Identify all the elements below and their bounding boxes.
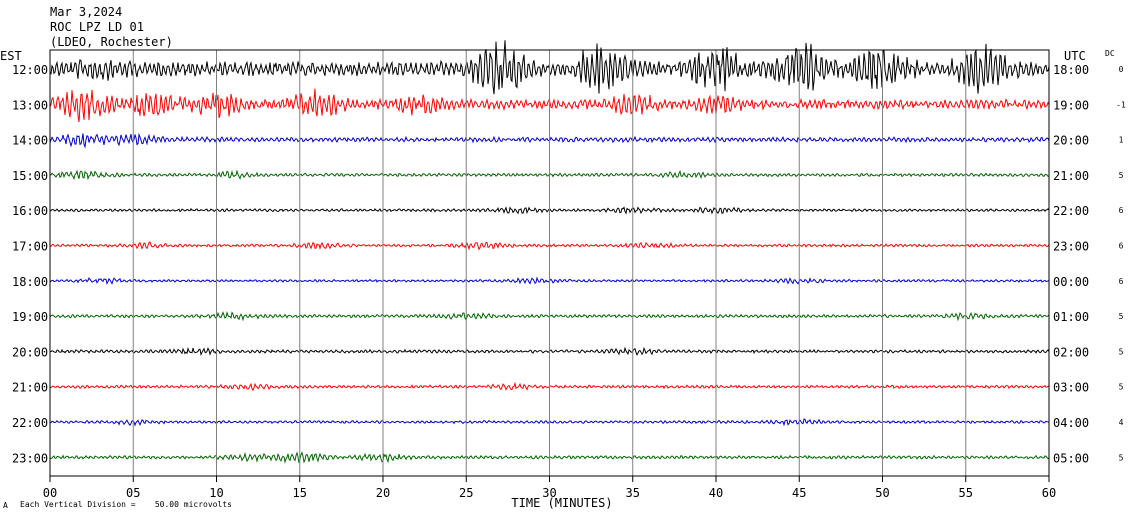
dc-value-label: 4 <box>1119 418 1124 427</box>
utc-hour-label: 23:00 <box>1053 240 1089 254</box>
dc-value-label: 5 <box>1119 171 1124 180</box>
dc-value-label: 5 <box>1119 312 1124 321</box>
x-tick-label: 25 <box>459 486 473 500</box>
dc-header-label: DC <box>1105 49 1115 58</box>
est-hour-label: 15:00 <box>12 169 48 183</box>
utc-hour-label: 05:00 <box>1053 451 1089 465</box>
dc-value-label: 6 <box>1119 242 1124 251</box>
est-hour-label: 12:00 <box>12 63 48 77</box>
utc-hour-label: 19:00 <box>1053 98 1089 112</box>
utc-hour-label: 22:00 <box>1053 204 1089 218</box>
dc-value-label: 5 <box>1119 453 1124 462</box>
x-tick-label: 20 <box>376 486 390 500</box>
x-axis-label: TIME (MINUTES) <box>511 496 612 510</box>
est-hour-label: 19:00 <box>12 310 48 324</box>
utc-hour-label: 21:00 <box>1053 169 1089 183</box>
grid-layer <box>49 49 1050 477</box>
dc-value-label: -1 <box>1116 100 1126 109</box>
est-hour-label: 21:00 <box>12 381 48 395</box>
x-tick-label: 30 <box>542 486 556 500</box>
footer-mark: A <box>3 501 8 510</box>
utc-hour-label: 20:00 <box>1053 134 1089 148</box>
est-hour-label: 18:00 <box>12 275 48 289</box>
dc-value-label: 6 <box>1119 206 1124 215</box>
dc-value-label: 6 <box>1119 277 1124 286</box>
x-tick-label: 45 <box>792 486 806 500</box>
est-hour-label: 22:00 <box>12 416 48 430</box>
x-tick-label: 40 <box>709 486 723 500</box>
station-label: ROC LPZ LD 01 <box>50 20 144 34</box>
utc-hour-label: 18:00 <box>1053 63 1089 77</box>
x-tick-label: 00 <box>43 486 57 500</box>
x-tick-label: 55 <box>959 486 973 500</box>
network-label: (LDEO, Rochester) <box>50 35 173 49</box>
est-hour-labels: 12:00 13:00 14:00 15:00 16:00 17:00 18:00 19:00… <box>12 63 48 465</box>
est-hour-label: 16:00 <box>12 204 48 218</box>
dc-value-label: 1 <box>1119 136 1124 145</box>
dc-value-label: 5 <box>1119 383 1124 392</box>
utc-hour-label: 01:00 <box>1053 310 1089 324</box>
x-tick-labels: 00 05 10 15 20 25 30 35 40 45 50 55 60 <box>43 476 1056 500</box>
est-hour-label: 23:00 <box>12 451 48 465</box>
utc-hour-label: 03:00 <box>1053 381 1089 395</box>
x-tick-label: 60 <box>1042 486 1056 500</box>
scale-note: Each Vertical Division = 50.00 microvolt… <box>20 500 232 509</box>
est-hour-label: 14:00 <box>12 134 48 148</box>
dc-value-labels: 0 -1 1 5 6 6 6 5 5 5 4 5 <box>1116 65 1126 462</box>
x-tick-label: 15 <box>293 486 307 500</box>
date-label: Mar 3,2024 <box>50 5 122 19</box>
est-hour-label: 13:00 <box>12 98 48 112</box>
x-tick-label: 10 <box>209 486 223 500</box>
utc-hour-label: 04:00 <box>1053 416 1089 430</box>
est-hour-label: 17:00 <box>12 240 48 254</box>
utc-hour-label: 02:00 <box>1053 345 1089 359</box>
utc-hour-labels: 18:00 19:00 20:00 21:00 22:00 23:00 00:00 01:00… <box>1053 63 1089 465</box>
utc-hour-label: 00:00 <box>1053 275 1089 289</box>
utc-zone-label: UTC <box>1064 49 1086 63</box>
est-zone-label: EST <box>0 49 22 63</box>
dc-value-label: 0 <box>1119 65 1124 74</box>
est-hour-label: 20:00 <box>12 345 48 359</box>
x-tick-label: 35 <box>626 486 640 500</box>
x-tick-label: 05 <box>126 486 140 500</box>
x-tick-label: 50 <box>875 486 889 500</box>
dc-value-label: 5 <box>1119 347 1124 356</box>
